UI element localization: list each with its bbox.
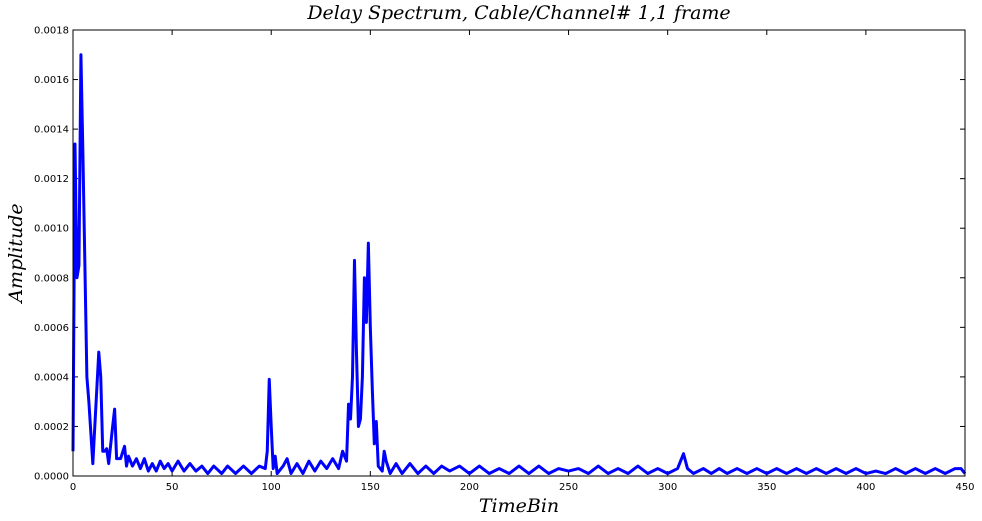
x-tick-label: 400 — [856, 482, 875, 493]
y-tick-label: 0.0014 — [34, 125, 69, 136]
y-tick-label: 0.0002 — [34, 422, 69, 433]
x-tick-label: 300 — [658, 482, 677, 493]
y-tick-label: 0.0012 — [34, 174, 69, 185]
x-tick-label: 100 — [262, 482, 281, 493]
y-axis-label: Amplitude — [5, 203, 27, 304]
y-tick-label: 0.0008 — [34, 273, 69, 284]
x-tick-label: 50 — [166, 482, 179, 493]
x-tick-label: 150 — [361, 482, 380, 493]
x-tick-label: 200 — [460, 482, 479, 493]
y-tick-label: 0.0018 — [34, 26, 69, 37]
x-tick-label: 350 — [757, 482, 776, 493]
x-tick-label: 250 — [559, 482, 578, 493]
x-tick-label: 0 — [70, 482, 76, 493]
y-tick-label: 0.0010 — [34, 224, 69, 235]
plot-frame — [72, 29, 966, 477]
y-tick-label: 0.0000 — [34, 472, 69, 483]
x-tick-label: 450 — [955, 482, 974, 493]
x-axis-label: TimeBin — [479, 495, 559, 517]
y-tick-label: 0.0006 — [34, 323, 69, 334]
y-tick-label: 0.0016 — [34, 75, 69, 86]
chart-title: Delay Spectrum, Cable/Channel# 1,1 frame — [306, 2, 730, 24]
y-tick-label: 0.0004 — [34, 372, 69, 383]
data-line — [71, 53, 967, 476]
